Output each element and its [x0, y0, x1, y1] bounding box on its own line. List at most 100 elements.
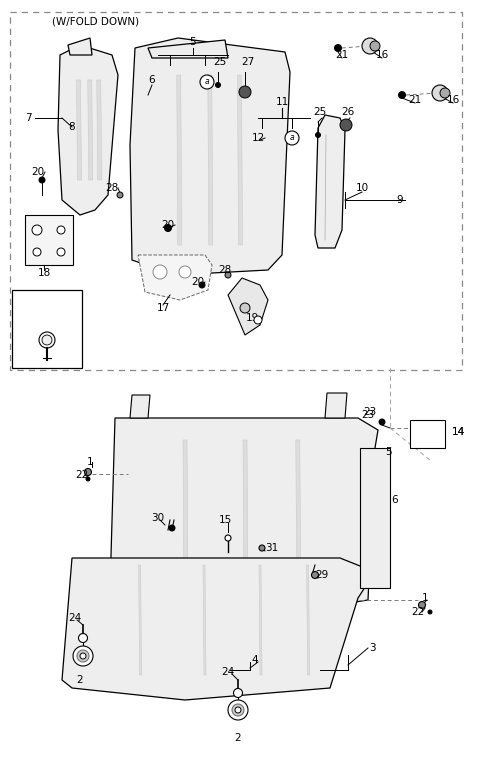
Text: (W/FOLD DOWN): (W/FOLD DOWN)	[52, 17, 139, 27]
Text: 14: 14	[451, 427, 465, 437]
Text: a: a	[204, 77, 209, 87]
Text: 2: 2	[77, 675, 84, 685]
Polygon shape	[296, 440, 301, 590]
Circle shape	[232, 704, 244, 716]
Text: 13: 13	[43, 298, 57, 308]
Text: 22: 22	[75, 470, 89, 480]
Polygon shape	[208, 75, 213, 245]
Text: 13: 13	[51, 303, 65, 313]
Circle shape	[84, 468, 92, 475]
Polygon shape	[315, 115, 345, 248]
Polygon shape	[325, 393, 347, 418]
Text: 21: 21	[408, 95, 421, 105]
Polygon shape	[97, 80, 102, 180]
Circle shape	[169, 525, 175, 531]
Polygon shape	[183, 440, 188, 590]
Text: 16: 16	[446, 95, 460, 105]
Text: 18: 18	[37, 268, 50, 278]
Polygon shape	[148, 40, 228, 58]
Text: 23: 23	[363, 407, 377, 417]
Text: 31: 31	[265, 543, 278, 553]
Circle shape	[428, 610, 432, 614]
Text: 12: 12	[252, 133, 264, 143]
Text: 16: 16	[375, 50, 389, 60]
Circle shape	[432, 85, 448, 101]
Circle shape	[285, 131, 299, 145]
Circle shape	[379, 419, 385, 425]
Text: 22: 22	[411, 607, 425, 617]
Circle shape	[179, 266, 191, 278]
Text: 28: 28	[106, 183, 119, 193]
Polygon shape	[238, 75, 242, 245]
Text: 24: 24	[68, 613, 82, 623]
Circle shape	[79, 634, 87, 643]
Circle shape	[86, 477, 90, 481]
Polygon shape	[110, 418, 378, 620]
Polygon shape	[76, 80, 82, 180]
Polygon shape	[307, 565, 310, 675]
Text: 5: 5	[190, 37, 196, 47]
Text: 25: 25	[313, 107, 326, 117]
Polygon shape	[228, 278, 268, 335]
Text: 1: 1	[422, 593, 428, 603]
Circle shape	[239, 86, 251, 98]
Circle shape	[240, 303, 250, 313]
Circle shape	[153, 265, 167, 279]
Text: 8: 8	[69, 122, 75, 132]
Circle shape	[225, 535, 231, 541]
Circle shape	[419, 601, 425, 609]
Circle shape	[77, 650, 89, 662]
Circle shape	[398, 92, 406, 99]
Text: 3: 3	[369, 643, 375, 653]
Circle shape	[340, 119, 352, 131]
Text: 29: 29	[315, 570, 329, 580]
Text: 19: 19	[245, 313, 259, 323]
Polygon shape	[139, 565, 142, 675]
Text: 27: 27	[241, 57, 254, 67]
Circle shape	[312, 572, 319, 578]
Circle shape	[199, 282, 205, 288]
Circle shape	[259, 545, 265, 551]
Text: 7: 7	[24, 113, 31, 123]
Text: 21: 21	[336, 50, 348, 60]
Text: 17: 17	[156, 303, 169, 313]
Text: 6: 6	[149, 75, 156, 85]
Polygon shape	[130, 38, 290, 275]
Circle shape	[315, 133, 321, 137]
Text: 4: 4	[252, 655, 258, 665]
Text: 10: 10	[355, 183, 369, 193]
Text: 11: 11	[276, 97, 288, 107]
Circle shape	[39, 332, 55, 348]
Polygon shape	[88, 80, 93, 180]
Bar	[25, 215, 73, 265]
Text: 20: 20	[161, 220, 175, 230]
Circle shape	[117, 192, 123, 198]
Circle shape	[80, 653, 86, 659]
Circle shape	[440, 88, 450, 98]
Text: 30: 30	[151, 513, 165, 523]
Text: 25: 25	[214, 57, 227, 67]
Text: 1: 1	[87, 457, 93, 467]
Circle shape	[32, 225, 42, 235]
Text: 5: 5	[384, 447, 391, 457]
Polygon shape	[62, 558, 375, 700]
Text: 20: 20	[31, 167, 45, 177]
Circle shape	[57, 226, 65, 234]
Text: 9: 9	[396, 195, 403, 205]
Circle shape	[73, 646, 93, 666]
Polygon shape	[130, 395, 150, 418]
Polygon shape	[259, 565, 262, 675]
Circle shape	[370, 41, 380, 51]
Text: 28: 28	[218, 265, 232, 275]
Text: 14: 14	[451, 427, 465, 437]
Circle shape	[335, 45, 341, 52]
Text: 20: 20	[192, 277, 204, 287]
Circle shape	[165, 225, 171, 231]
Circle shape	[19, 296, 33, 310]
Text: 6: 6	[392, 495, 398, 505]
Bar	[410, 420, 445, 448]
Circle shape	[228, 700, 248, 720]
Polygon shape	[68, 38, 92, 55]
Circle shape	[233, 688, 242, 698]
Polygon shape	[177, 75, 182, 245]
